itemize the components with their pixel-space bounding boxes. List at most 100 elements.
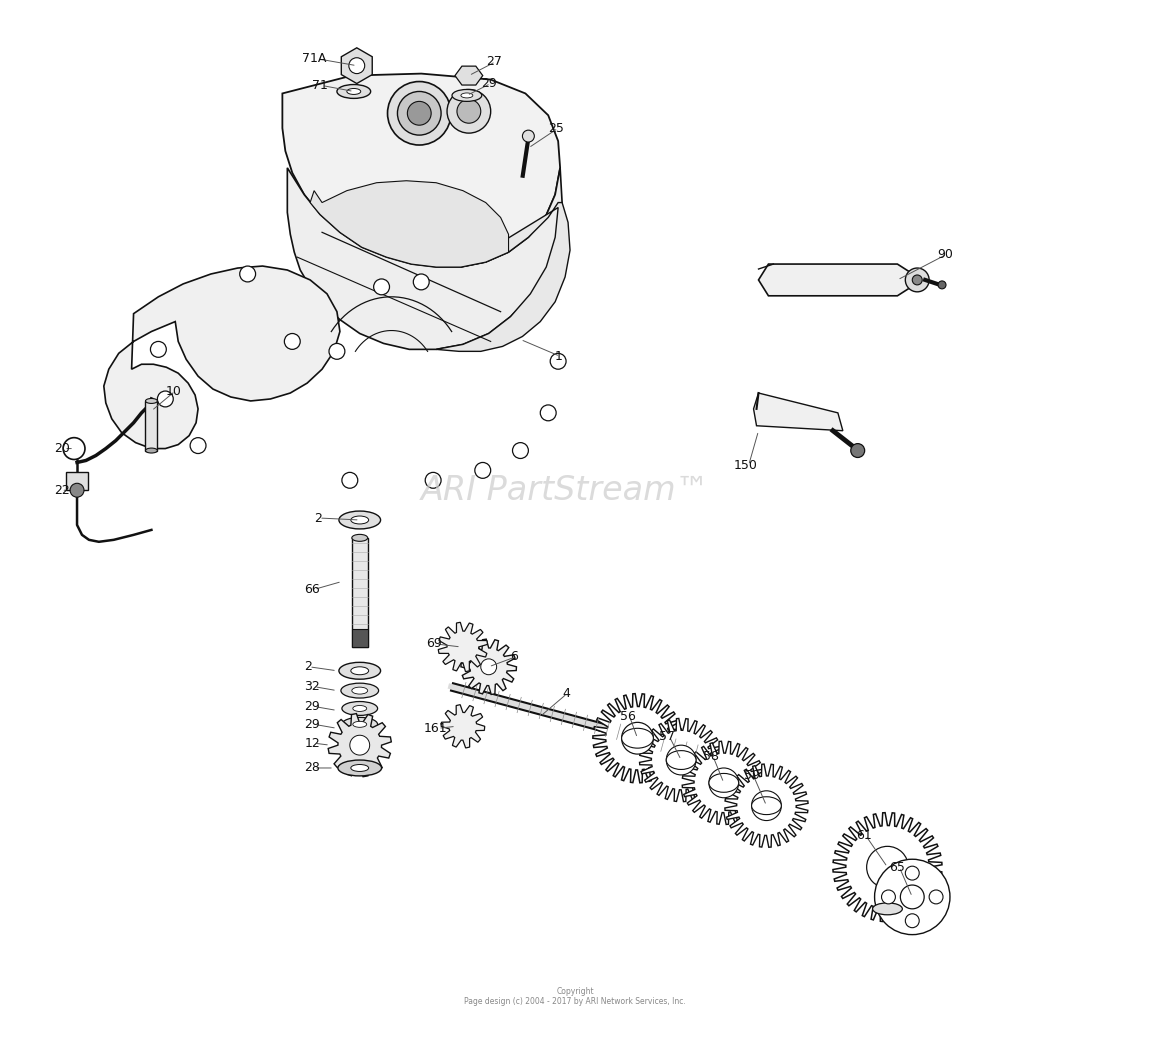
- Text: 4: 4: [562, 688, 570, 700]
- Text: 61: 61: [855, 829, 871, 842]
- Polygon shape: [460, 639, 517, 695]
- Circle shape: [158, 391, 174, 407]
- Text: 10: 10: [166, 385, 181, 397]
- Polygon shape: [342, 48, 372, 84]
- Circle shape: [550, 354, 566, 369]
- Circle shape: [523, 131, 534, 142]
- Circle shape: [906, 866, 920, 880]
- Text: 150: 150: [733, 459, 757, 472]
- Text: 66: 66: [304, 583, 320, 596]
- Ellipse shape: [352, 534, 367, 541]
- Polygon shape: [441, 705, 485, 748]
- Circle shape: [151, 341, 166, 358]
- Text: 32: 32: [304, 680, 320, 693]
- Text: 2: 2: [304, 661, 312, 673]
- Ellipse shape: [752, 796, 782, 815]
- Polygon shape: [455, 66, 482, 85]
- Circle shape: [190, 438, 206, 453]
- Text: 29: 29: [304, 700, 320, 713]
- Circle shape: [284, 334, 300, 349]
- Circle shape: [407, 102, 432, 125]
- Bar: [352, 538, 367, 647]
- Ellipse shape: [352, 688, 367, 694]
- Circle shape: [481, 658, 496, 675]
- Ellipse shape: [351, 516, 368, 524]
- Text: Copyright
Page design (c) 2004 - 2017 by ARI Network Services, Inc.: Copyright Page design (c) 2004 - 2017 by…: [464, 986, 686, 1006]
- Text: 25: 25: [548, 121, 564, 135]
- Ellipse shape: [351, 667, 368, 675]
- Text: 22: 22: [54, 483, 70, 497]
- Circle shape: [342, 473, 358, 488]
- Polygon shape: [439, 622, 488, 672]
- Circle shape: [913, 275, 922, 285]
- Ellipse shape: [341, 683, 379, 698]
- Circle shape: [457, 100, 481, 123]
- Text: 28: 28: [304, 761, 320, 775]
- Text: 57: 57: [660, 730, 676, 742]
- Text: 90: 90: [937, 248, 953, 260]
- Text: 71A: 71A: [303, 52, 327, 65]
- Text: 58: 58: [703, 750, 719, 762]
- Ellipse shape: [353, 722, 367, 727]
- Text: 59: 59: [744, 769, 760, 782]
- Circle shape: [350, 735, 369, 755]
- Circle shape: [900, 885, 924, 908]
- Polygon shape: [683, 741, 765, 824]
- Polygon shape: [754, 393, 843, 430]
- Circle shape: [622, 723, 654, 754]
- Circle shape: [329, 343, 345, 359]
- Bar: [145, 401, 158, 450]
- Bar: [66, 473, 87, 491]
- Circle shape: [929, 890, 943, 904]
- Text: 29: 29: [481, 77, 496, 90]
- Text: 29: 29: [304, 718, 320, 731]
- Polygon shape: [725, 764, 808, 847]
- Ellipse shape: [452, 89, 482, 102]
- Polygon shape: [310, 180, 509, 268]
- Polygon shape: [833, 813, 942, 922]
- Polygon shape: [288, 168, 562, 349]
- Text: 20: 20: [54, 442, 70, 455]
- Text: ARI PartStream™: ARI PartStream™: [421, 474, 710, 507]
- Polygon shape: [282, 74, 561, 268]
- Ellipse shape: [337, 85, 371, 99]
- Circle shape: [867, 846, 908, 888]
- Circle shape: [388, 82, 451, 145]
- Circle shape: [709, 768, 739, 797]
- Ellipse shape: [338, 663, 381, 679]
- Text: 71: 71: [312, 79, 328, 92]
- Circle shape: [512, 443, 528, 458]
- Text: 65: 65: [890, 861, 906, 874]
- Circle shape: [906, 914, 920, 928]
- Circle shape: [752, 791, 782, 820]
- Circle shape: [447, 89, 490, 133]
- Polygon shape: [104, 267, 340, 449]
- Circle shape: [906, 268, 929, 291]
- Circle shape: [349, 58, 365, 74]
- Circle shape: [666, 746, 696, 775]
- Circle shape: [475, 463, 490, 478]
- Circle shape: [70, 483, 84, 497]
- Text: 27: 27: [486, 55, 502, 68]
- Bar: [352, 629, 367, 647]
- Circle shape: [397, 91, 441, 135]
- Ellipse shape: [346, 88, 360, 94]
- Circle shape: [374, 279, 389, 295]
- Text: 56: 56: [619, 710, 635, 723]
- Polygon shape: [640, 719, 723, 802]
- Circle shape: [425, 473, 441, 488]
- Text: 2: 2: [314, 511, 322, 525]
- Ellipse shape: [342, 718, 378, 731]
- Ellipse shape: [338, 760, 382, 776]
- Ellipse shape: [145, 398, 158, 403]
- Text: 1: 1: [555, 349, 563, 363]
- Ellipse shape: [351, 764, 368, 772]
- Circle shape: [540, 404, 556, 421]
- Circle shape: [851, 444, 864, 457]
- Text: 12: 12: [304, 736, 320, 750]
- Ellipse shape: [666, 751, 696, 769]
- Circle shape: [875, 860, 950, 934]
- Polygon shape: [759, 264, 922, 296]
- Circle shape: [938, 281, 946, 289]
- Text: 6: 6: [511, 650, 518, 664]
